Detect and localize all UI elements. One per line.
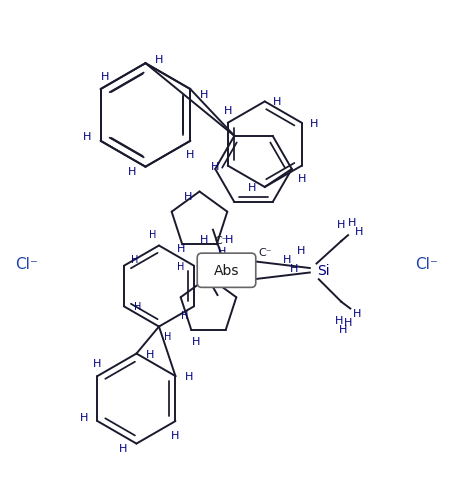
Text: H: H — [200, 234, 208, 244]
Text: H: H — [149, 230, 156, 240]
Text: H: H — [200, 89, 208, 99]
Text: C⁻: C⁻ — [258, 248, 272, 258]
Text: H: H — [164, 331, 172, 341]
Text: Abs: Abs — [214, 264, 239, 278]
Text: H: H — [355, 226, 363, 236]
Text: H: H — [290, 264, 298, 274]
Text: H: H — [119, 443, 127, 453]
FancyBboxPatch shape — [197, 254, 256, 288]
Text: H: H — [128, 167, 136, 177]
Text: H: H — [186, 150, 194, 160]
Text: H: H — [335, 315, 343, 325]
Text: H: H — [177, 261, 184, 271]
Text: H: H — [297, 245, 305, 256]
Text: H: H — [93, 358, 101, 368]
Text: H: H — [353, 309, 361, 319]
Text: H: H — [283, 255, 291, 265]
Text: H: H — [131, 255, 139, 265]
Text: H: H — [185, 371, 193, 381]
Text: H: H — [310, 119, 318, 129]
Text: H: H — [155, 55, 163, 65]
Text: H: H — [339, 324, 348, 334]
Text: H: H — [273, 97, 282, 107]
Text: H: H — [192, 337, 200, 347]
Text: C⁻: C⁻ — [197, 266, 211, 276]
Text: H: H — [211, 161, 219, 171]
Text: H: H — [223, 106, 232, 116]
Text: Cl⁻: Cl⁻ — [415, 257, 439, 272]
Text: C⁻: C⁻ — [214, 235, 228, 245]
Text: H: H — [134, 302, 141, 312]
Text: H: H — [171, 430, 180, 440]
Text: H: H — [337, 219, 346, 229]
Text: H: H — [218, 247, 226, 257]
Text: Si: Si — [317, 264, 330, 278]
Text: H: H — [348, 217, 357, 227]
Text: H: H — [225, 234, 233, 244]
Text: H: H — [177, 243, 186, 253]
Text: H: H — [146, 349, 154, 359]
Text: H: H — [101, 72, 109, 81]
Text: H: H — [181, 311, 189, 321]
Text: H: H — [80, 412, 88, 422]
Text: H: H — [248, 182, 256, 192]
Text: H: H — [184, 191, 193, 201]
Text: H: H — [83, 132, 92, 142]
Text: Cl⁻: Cl⁻ — [14, 257, 38, 272]
Text: H: H — [344, 318, 352, 327]
Text: H: H — [298, 174, 306, 184]
